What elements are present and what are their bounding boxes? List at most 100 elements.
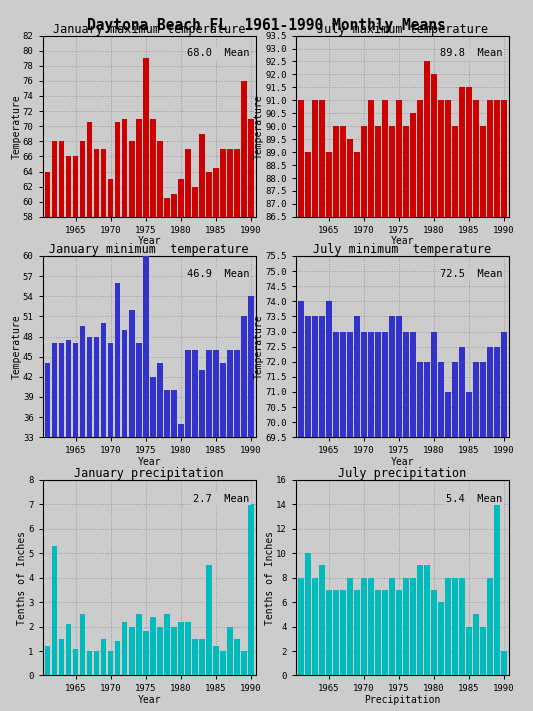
Bar [129, 626, 134, 675]
Bar [185, 350, 191, 659]
Title: July precipitation: July precipitation [338, 467, 466, 480]
Bar [417, 565, 423, 675]
Bar [326, 590, 332, 675]
Bar [213, 646, 219, 675]
Bar [122, 330, 127, 659]
Bar [389, 127, 395, 711]
Bar [248, 119, 254, 655]
Bar [185, 621, 191, 675]
Bar [101, 323, 107, 659]
Bar [480, 362, 486, 711]
Bar [241, 81, 247, 655]
Bar [59, 638, 64, 675]
Bar [424, 362, 430, 711]
Bar [59, 141, 64, 655]
Bar [333, 590, 338, 675]
Bar [115, 283, 120, 659]
Bar [361, 577, 367, 675]
X-axis label: Year: Year [138, 456, 161, 466]
Bar [164, 198, 169, 655]
Bar [319, 565, 325, 675]
Bar [298, 577, 303, 675]
Bar [473, 100, 479, 711]
Y-axis label: Tenths of Inches: Tenths of Inches [265, 530, 274, 625]
Bar [45, 363, 50, 659]
Bar [473, 362, 479, 711]
Bar [487, 346, 493, 711]
Bar [164, 390, 169, 659]
Bar [340, 127, 345, 711]
Bar [368, 331, 374, 711]
Title: January minimum  temperature: January minimum temperature [50, 243, 249, 256]
Bar [234, 638, 240, 675]
Bar [59, 343, 64, 659]
Bar [410, 331, 416, 711]
Bar [80, 614, 85, 675]
Bar [459, 87, 465, 711]
Bar [347, 139, 353, 711]
Bar [382, 100, 387, 711]
Bar [129, 310, 134, 659]
Bar [150, 616, 156, 675]
Bar [87, 336, 92, 659]
Bar [164, 614, 169, 675]
Bar [206, 350, 212, 659]
Bar [248, 296, 254, 659]
Bar [333, 127, 338, 711]
Bar [122, 119, 127, 655]
Y-axis label: Temperature: Temperature [254, 314, 264, 379]
Bar [192, 638, 198, 675]
Bar [312, 577, 318, 675]
Bar [487, 100, 493, 711]
Bar [452, 362, 458, 711]
Bar [361, 127, 367, 711]
Bar [305, 553, 311, 675]
Bar [452, 577, 458, 675]
Bar [143, 256, 149, 659]
Text: 89.8  Mean: 89.8 Mean [440, 48, 503, 58]
X-axis label: Year: Year [138, 236, 161, 246]
Bar [375, 590, 381, 675]
Bar [101, 149, 107, 655]
X-axis label: Precipitation: Precipitation [364, 695, 441, 705]
Bar [136, 119, 142, 655]
Bar [347, 331, 353, 711]
Bar [157, 363, 163, 659]
Bar [220, 363, 225, 659]
Bar [171, 390, 176, 659]
Bar [227, 149, 233, 655]
Bar [382, 590, 387, 675]
Y-axis label: Temperature: Temperature [12, 314, 21, 379]
Bar [480, 626, 486, 675]
Bar [424, 565, 430, 675]
Text: 2.7  Mean: 2.7 Mean [193, 493, 249, 503]
Bar [206, 171, 212, 655]
Bar [438, 100, 444, 711]
Bar [220, 651, 225, 675]
Bar [213, 168, 219, 655]
Bar [80, 326, 85, 659]
Bar [389, 577, 395, 675]
Bar [94, 149, 100, 655]
Text: 72.5  Mean: 72.5 Mean [440, 269, 503, 279]
Bar [122, 621, 127, 675]
Y-axis label: Temperature: Temperature [12, 94, 21, 159]
Bar [466, 626, 472, 675]
Bar [199, 370, 205, 659]
Bar [87, 122, 92, 655]
Bar [431, 590, 437, 675]
Bar [340, 331, 345, 711]
Bar [375, 331, 381, 711]
Bar [227, 350, 233, 659]
Bar [326, 152, 332, 711]
Bar [305, 316, 311, 711]
Text: 68.0  Mean: 68.0 Mean [187, 48, 249, 58]
Bar [403, 577, 409, 675]
Bar [45, 646, 50, 675]
Bar [382, 331, 387, 711]
Bar [312, 316, 318, 711]
Bar [389, 316, 395, 711]
X-axis label: Year: Year [391, 236, 414, 246]
Bar [417, 100, 423, 711]
Bar [438, 602, 444, 675]
